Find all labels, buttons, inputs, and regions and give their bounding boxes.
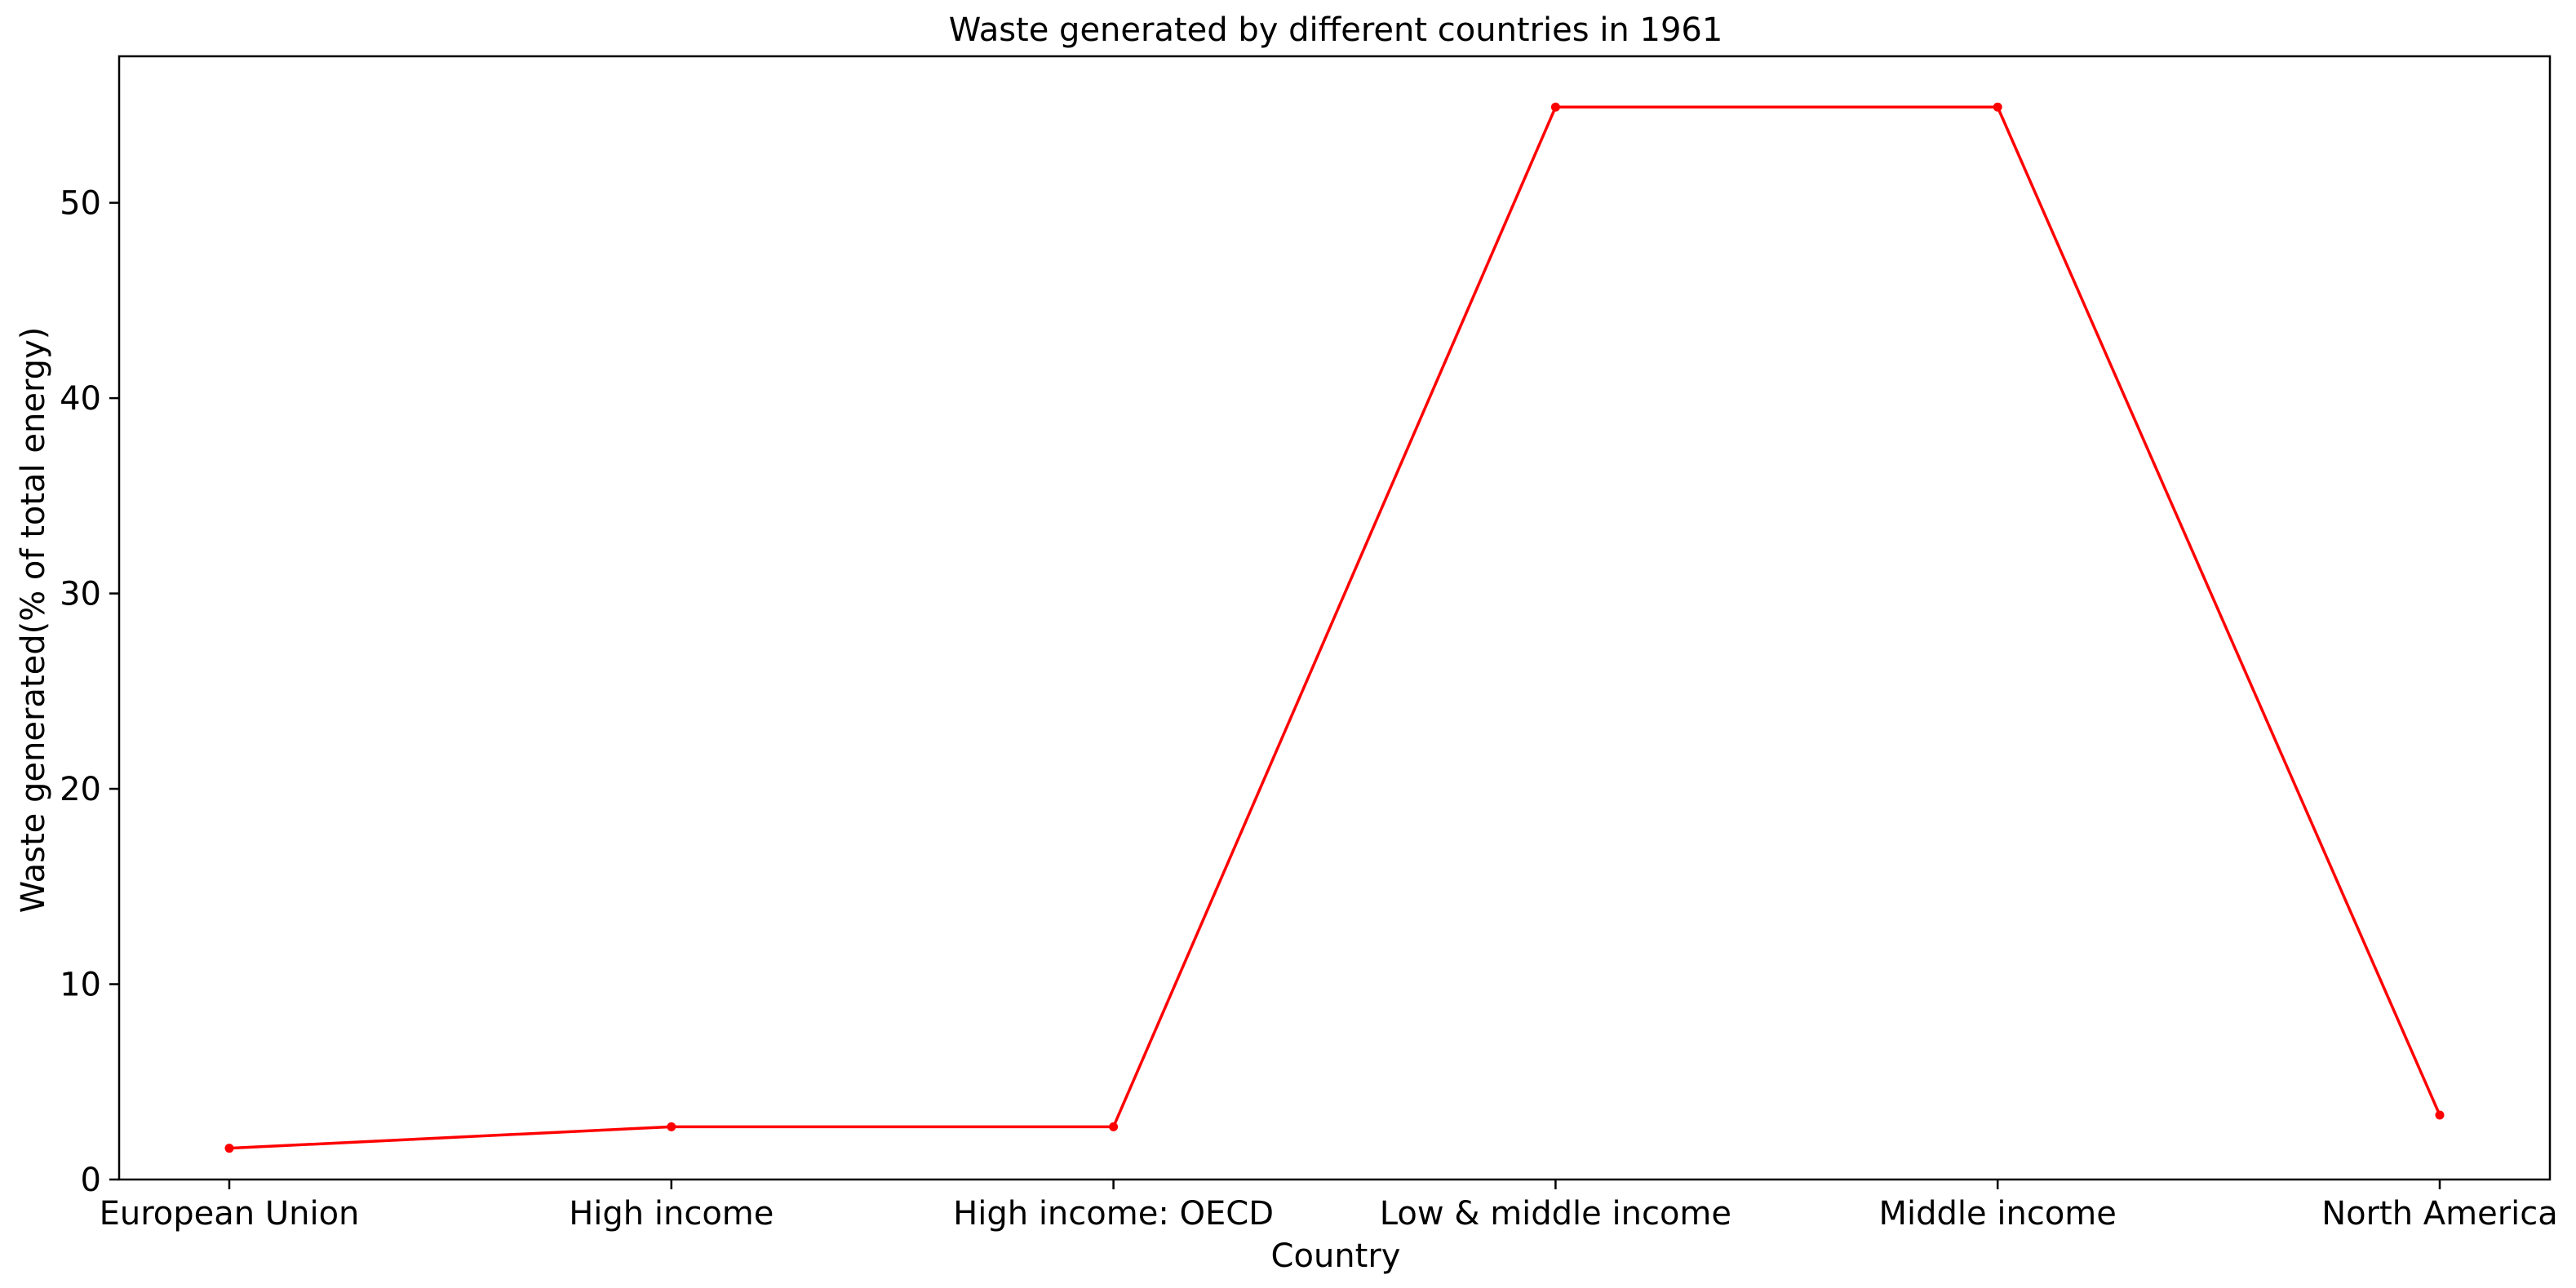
x-tick-label: European Union (100, 1195, 360, 1233)
y-tick-label: 40 (60, 380, 101, 418)
y-tick-label: 50 (60, 185, 101, 223)
x-axis-label: Country (1271, 1237, 1401, 1275)
data-point (2435, 1110, 2445, 1120)
x-tick-label: Middle income (1879, 1195, 2117, 1233)
chart-title: Waste generated by different countries i… (949, 11, 1723, 49)
series-line (228, 105, 2441, 1150)
y-tick-label: 20 (60, 771, 101, 808)
y-tick-label: 10 (60, 967, 101, 1004)
data-point (1109, 1122, 1119, 1131)
x-tick-label: High income: OECD (953, 1195, 1274, 1233)
y-axis-label: Waste generated(% of total energy) (15, 327, 52, 914)
x-tick-label: North America (2321, 1195, 2558, 1233)
data-point (1993, 102, 2002, 112)
data-point (224, 1144, 234, 1153)
plot-area: 0 10 20 30 40 50 European Union High income High… (60, 102, 2558, 1233)
data-point (1550, 102, 1560, 112)
data-point (667, 1122, 676, 1131)
x-tick-label: Low & middle income (1380, 1195, 1731, 1233)
y-tick-label: 30 (60, 576, 101, 613)
y-tick-label: 0 (81, 1162, 101, 1199)
plot-frame (117, 55, 2552, 1181)
x-tick-label: High income (569, 1195, 774, 1233)
